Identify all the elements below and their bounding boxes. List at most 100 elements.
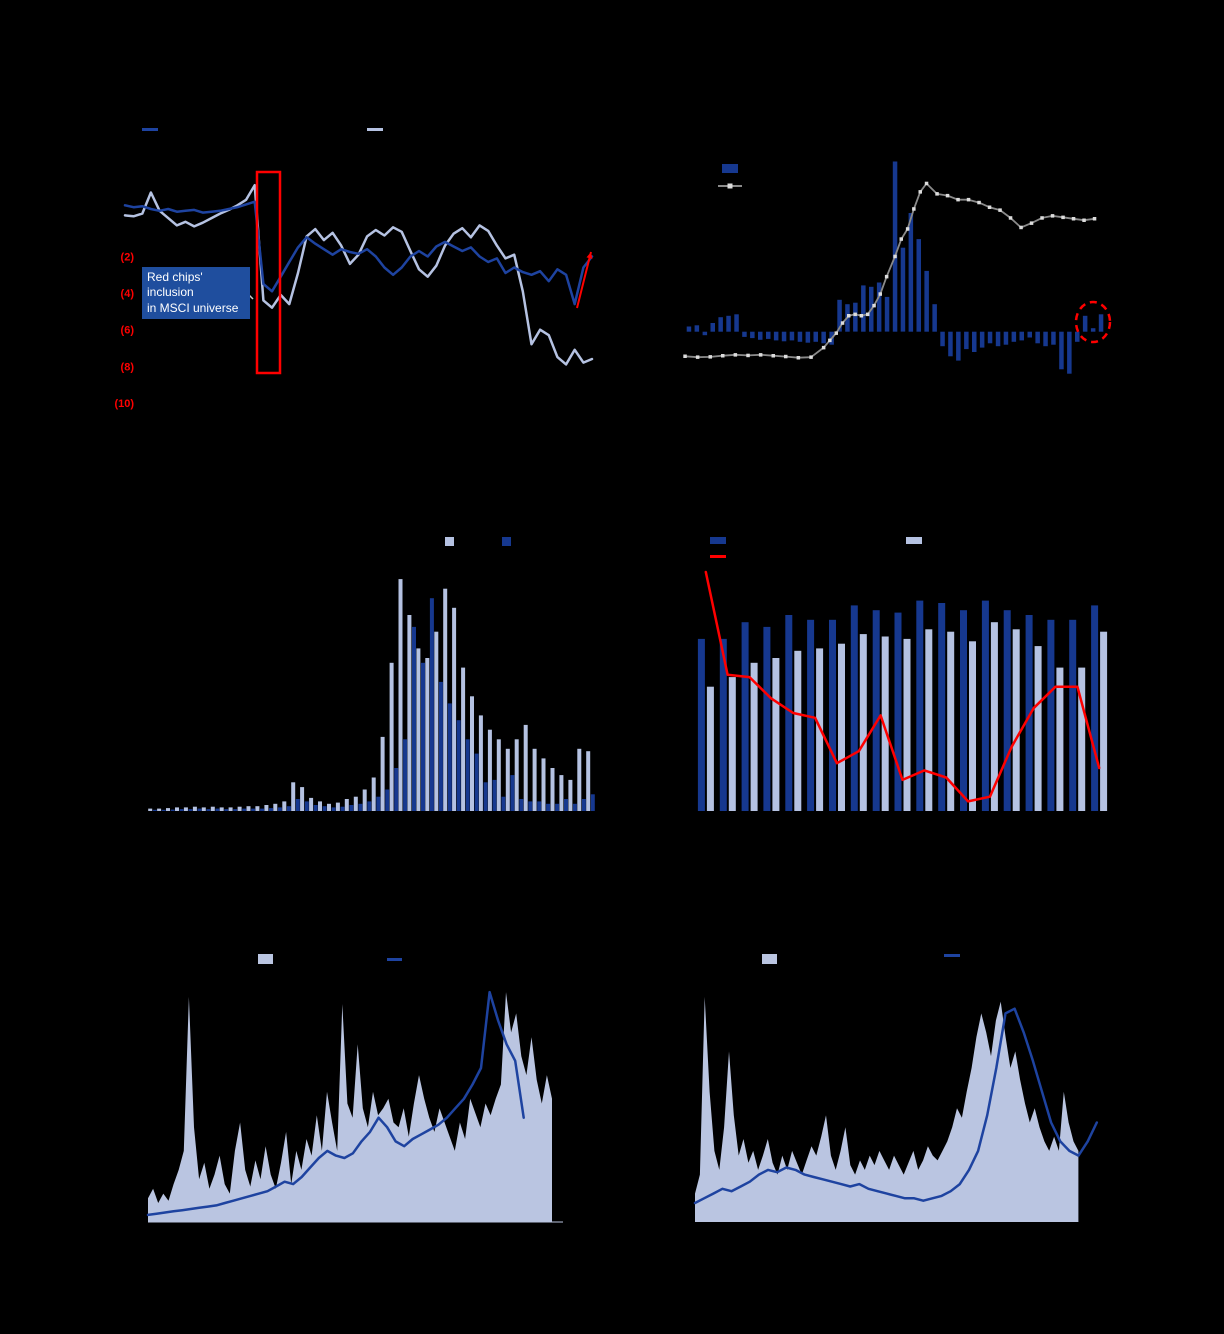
- light-bars-bar: [728, 677, 736, 811]
- blue-bars-bar: [750, 331, 755, 339]
- dark-bars-bar: [403, 739, 408, 811]
- dark-bars-bar: [179, 809, 184, 811]
- gray-dotted-line-marker: [987, 205, 992, 209]
- light-bars-bar: [416, 648, 421, 811]
- dark-bars-bar: [367, 801, 372, 811]
- legend-gray-line-marker: [727, 183, 733, 189]
- dark-bars-bar: [741, 622, 749, 811]
- dark-bars-bar: [1047, 619, 1055, 811]
- light-bars-bar: [577, 748, 582, 811]
- light-bars-bar: [881, 636, 889, 811]
- light-bars-bar: [389, 662, 394, 811]
- dark-bars-bar: [161, 809, 166, 811]
- blue-bars-bar: [813, 331, 818, 342]
- dark-bars-bar: [304, 801, 309, 811]
- light-bars-bar: [947, 631, 955, 811]
- gray-dotted-line-marker: [796, 356, 801, 360]
- dark-bars-bar: [1025, 615, 1033, 811]
- gray-dotted-line-marker: [912, 207, 916, 211]
- dark-bars-bar: [394, 768, 399, 811]
- dark-bars-bar: [429, 598, 434, 811]
- light-bars-bar: [300, 787, 305, 811]
- light-bars-bar: [903, 638, 911, 811]
- blue-bars-bar: [964, 331, 969, 350]
- blue-bars-bar: [861, 285, 866, 332]
- middle-right-paired-bars-red-line: [697, 537, 1108, 811]
- blue-bars-bar: [932, 304, 937, 332]
- dark-bars-bar: [465, 739, 470, 811]
- light-bars-bar: [192, 806, 197, 811]
- dark-bars-bar: [483, 782, 488, 811]
- dark-bars-bar: [894, 612, 902, 811]
- blue-bars-bar: [1003, 331, 1009, 345]
- dark-bars-bar: [412, 626, 416, 811]
- gray-dotted-line-marker: [918, 190, 922, 194]
- gray-dotted-line-marker: [1050, 214, 1055, 218]
- y-tick-label: (2): [121, 252, 135, 264]
- dark-bars-bar: [474, 753, 479, 811]
- gray-dotted-line-marker: [899, 237, 903, 241]
- light-area: [695, 996, 1079, 1222]
- light-bars-bar: [237, 806, 242, 811]
- gray-dotted-line-marker: [977, 200, 981, 205]
- dark-bars-bar: [331, 807, 336, 811]
- middle-left-distribution-bars: [148, 537, 595, 811]
- blue-bars-bar: [797, 331, 803, 342]
- dark-bars-bar: [188, 809, 193, 811]
- blue-bars-bar: [758, 331, 763, 340]
- light-bars-bar: [1078, 667, 1086, 811]
- dark-bars-bar: [206, 809, 211, 811]
- y-tick-label: (10): [114, 398, 134, 410]
- light-bars-bar: [794, 650, 802, 811]
- light-bars-bar: [838, 643, 845, 811]
- blue-bars-bar: [924, 270, 929, 332]
- light-bars-bar: [210, 806, 215, 811]
- light-bars-bar: [309, 797, 314, 811]
- gray-dotted-line-marker: [924, 181, 929, 186]
- gray-dotted-line-marker: [695, 355, 700, 359]
- dark-bars-bar: [850, 605, 858, 811]
- dark-bars-bar: [349, 805, 354, 811]
- dark-bars-bar: [697, 638, 705, 811]
- dark-bars-bar: [519, 799, 524, 811]
- gray-dotted-line-marker: [683, 354, 687, 358]
- blue-bars-bar: [948, 331, 953, 357]
- dark-blue-line: [123, 200, 594, 306]
- light-bars-bar: [175, 807, 179, 811]
- blue-line: [693, 1007, 1099, 1205]
- gray-dotted-line-marker: [853, 312, 857, 317]
- gray-dotted-line-marker: [1019, 225, 1023, 230]
- light-bars-bar: [990, 622, 998, 811]
- dark-bars-bar: [456, 720, 461, 811]
- blue-bars-bar: [876, 282, 882, 332]
- light-bars-bar: [969, 641, 976, 811]
- blue-bars-bar: [726, 315, 731, 332]
- y-tick-label: (8): [121, 361, 135, 373]
- blue-bars-bar: [1082, 315, 1088, 332]
- light-bars-bar: [514, 739, 519, 811]
- dark-bars-bar: [510, 775, 515, 811]
- light-bars-bar: [925, 629, 933, 811]
- dark-bars-bar: [528, 801, 533, 811]
- light-bars-bar: [318, 801, 322, 811]
- dark-bars-bar: [313, 805, 318, 811]
- light-bars-bar: [335, 802, 340, 811]
- dark-bars-bar: [260, 808, 265, 811]
- gray-dotted-line-marker: [1061, 215, 1065, 220]
- light-bars-bar: [550, 768, 555, 811]
- blue-bars-bar: [972, 331, 977, 352]
- dark-bars-bar: [385, 789, 390, 811]
- light-bars-bar: [706, 686, 714, 811]
- light-bars-bar: [568, 779, 573, 811]
- light-bars-bar: [183, 807, 188, 811]
- light-bars-bar: [443, 588, 448, 811]
- gray-dotted-line-marker: [721, 354, 725, 358]
- legend-red-line: [710, 555, 726, 558]
- light-bars-bar: [532, 748, 537, 811]
- gray-dotted-line-marker: [708, 355, 712, 359]
- dark-bars-bar: [215, 808, 220, 811]
- bottom-right-area-with-line: [693, 954, 1099, 1222]
- light-bars-bar: [398, 579, 403, 811]
- dark-bars-bar: [438, 681, 443, 811]
